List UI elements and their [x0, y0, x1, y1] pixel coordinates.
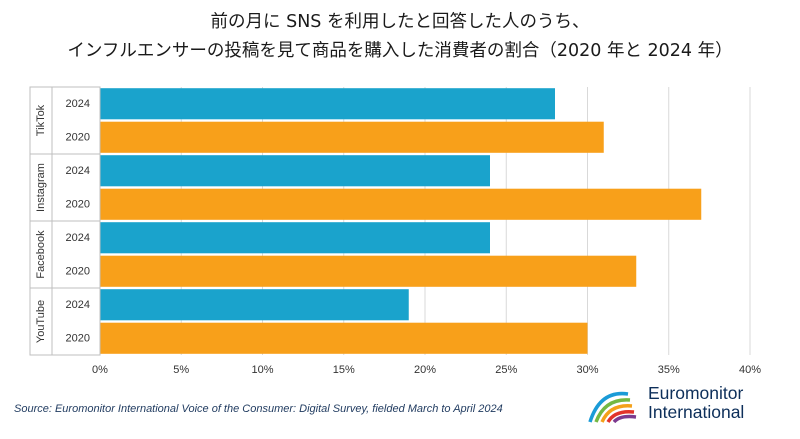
bar-youtube-2020: [100, 322, 588, 354]
x-tick-label: 35%: [658, 364, 680, 376]
year-label: 2024: [66, 299, 90, 311]
bar-chart: TikTok 2024 2020 Instagram 2024 2020 Facebook 2…: [29, 86, 761, 376]
bar-tiktok-2020: [100, 121, 604, 153]
logo-text-line2: International: [648, 402, 745, 422]
bar-instagram-2024: [100, 155, 490, 187]
source-note: Source: Euromonitor International Voice …: [14, 403, 503, 415]
x-tick-label: 40%: [739, 364, 761, 376]
bar-facebook-2020: [100, 255, 637, 287]
chart-title-line2: インフルエンサーの投稿を見て商品を購入した消費者の割合（2020 年と 2024…: [67, 41, 733, 61]
group-label: Facebook: [35, 230, 47, 279]
year-label: 2024: [66, 165, 90, 177]
year-label: 2024: [66, 98, 90, 110]
bar-instagram-2020: [100, 188, 702, 220]
year-label: 2020: [66, 198, 90, 210]
year-label-cell: [51, 153, 101, 222]
bar-tiktok-2024: [100, 88, 555, 120]
year-label: 2024: [66, 232, 90, 244]
logo-arcs-icon: [588, 391, 637, 424]
x-tick-label: 15%: [333, 364, 355, 376]
euromonitor-logo: Euromonitor International: [586, 384, 786, 424]
bar-youtube-2024: [100, 289, 409, 321]
year-label: 2020: [66, 265, 90, 277]
year-label: 2020: [66, 332, 90, 344]
bar-facebook-2024: [100, 222, 490, 254]
group-label: Instagram: [35, 163, 47, 212]
group-label: YouTube: [35, 300, 47, 343]
chart-title-line1: 前の月に SNS を利用したと回答した人のうち、: [210, 12, 590, 32]
logo-text: Euromonitor International: [648, 384, 744, 422]
x-tick-label: 25%: [495, 364, 517, 376]
x-tick-label: 30%: [576, 364, 598, 376]
x-tick-label: 10%: [251, 364, 273, 376]
x-tick-label: 20%: [414, 364, 436, 376]
group-label: TikTok: [35, 104, 47, 136]
logo-text-line1: Euromonitor: [648, 383, 744, 403]
year-label: 2020: [66, 131, 90, 143]
year-label-cell: [51, 287, 101, 356]
chart-title: 前の月に SNS を利用したと回答した人のうち、 インフルエンサーの投稿を見て商…: [0, 8, 800, 66]
x-tick-label: 0%: [92, 364, 108, 376]
x-tick-label: 5%: [173, 364, 189, 376]
